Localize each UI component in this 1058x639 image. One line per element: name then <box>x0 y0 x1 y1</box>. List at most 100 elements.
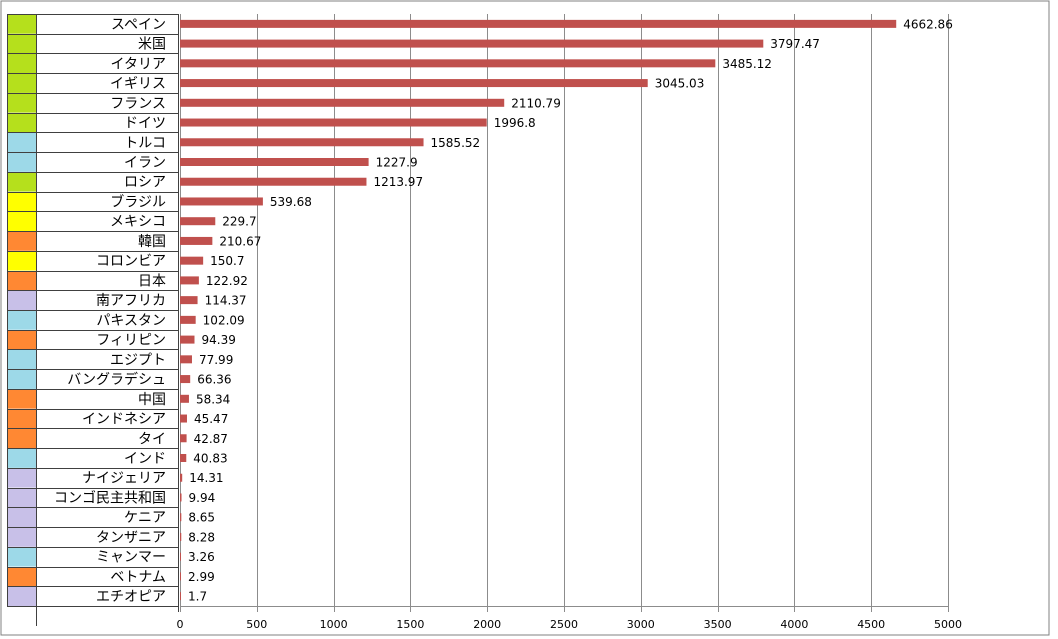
region-swatch <box>8 448 36 468</box>
region-swatch <box>8 547 36 567</box>
region-swatch <box>8 290 36 310</box>
category-label: 南アフリカ <box>96 293 166 309</box>
category-label: メキシコ <box>110 214 166 230</box>
bar <box>180 276 199 285</box>
data-label: 3797.47 <box>770 37 820 51</box>
bar <box>180 572 181 581</box>
data-label: 122.92 <box>206 274 248 288</box>
data-label: 45.47 <box>194 412 228 426</box>
data-label: 229.7 <box>222 215 256 229</box>
x-tick-label: 1000 <box>320 618 348 631</box>
category-label: ドイツ <box>124 116 166 132</box>
data-label: 14.31 <box>189 471 223 485</box>
category-label: トルコ <box>124 135 166 151</box>
data-label: 539.68 <box>270 195 312 209</box>
region-swatch <box>8 409 36 429</box>
x-tick-label: 3000 <box>627 618 655 631</box>
bar <box>180 217 216 226</box>
data-label: 58.34 <box>196 392 230 406</box>
category-label: ブラジル <box>110 193 166 210</box>
data-label: 9.94 <box>189 491 216 505</box>
category-label: フランス <box>110 96 166 112</box>
region-swatch <box>8 113 36 133</box>
bar <box>180 513 182 522</box>
category-label: 韓国 <box>138 234 166 250</box>
bar <box>180 256 204 265</box>
bar <box>180 335 195 344</box>
x-tick-label: 5000 <box>934 618 962 631</box>
category-label: ロシア <box>124 175 166 191</box>
data-label: 1996.8 <box>494 116 536 130</box>
category-label: インドネシア <box>82 412 166 428</box>
bar <box>180 592 181 601</box>
region-swatch <box>8 389 36 409</box>
bar <box>180 79 648 88</box>
data-label: 3045.03 <box>655 77 705 91</box>
bar <box>180 59 716 68</box>
bar <box>180 138 424 147</box>
x-tick-label: 0 <box>177 618 184 631</box>
region-swatch <box>8 507 36 528</box>
category-label: ケニア <box>124 510 166 526</box>
category-label: パキスタン <box>96 313 166 329</box>
data-label: 3485.12 <box>722 57 772 71</box>
region-swatch <box>8 527 36 547</box>
region-swatch <box>8 349 36 370</box>
category-label: イタリア <box>111 56 166 72</box>
data-label: 77.99 <box>199 353 233 367</box>
data-label: 42.87 <box>194 432 228 446</box>
x-tick-label: 2500 <box>550 618 578 631</box>
gridlines <box>180 14 949 612</box>
region-swatch <box>8 53 36 74</box>
bar <box>180 19 897 28</box>
bar <box>180 197 263 206</box>
region-swatch <box>8 271 36 291</box>
bar <box>180 394 189 403</box>
x-tick-label: 4500 <box>857 618 885 631</box>
x-tick-label: 1500 <box>396 618 424 631</box>
data-label: 102.09 <box>203 313 245 327</box>
category-label: ミャンマー <box>96 550 166 566</box>
bar <box>180 473 183 482</box>
data-label: 2110.79 <box>511 96 561 110</box>
bar <box>180 177 367 186</box>
data-label: 1.7 <box>188 590 207 604</box>
x-tick-label: 2000 <box>473 618 501 631</box>
region-swatch <box>8 34 36 54</box>
region-swatch <box>8 567 36 587</box>
bar <box>180 375 191 384</box>
region-swatch <box>8 93 36 113</box>
region-swatch <box>8 468 36 488</box>
data-label: 66.36 <box>197 373 231 387</box>
category-label: コロンビア <box>96 254 166 270</box>
data-label: 3.26 <box>188 550 215 564</box>
bar <box>180 434 187 443</box>
bar <box>180 158 369 166</box>
category-label: スペイン <box>111 17 166 33</box>
category-label: インド <box>124 451 166 467</box>
data-label: 210.67 <box>219 234 261 248</box>
data-label: 40.83 <box>193 452 227 466</box>
category-label: エジプト <box>110 352 166 368</box>
category-label: イラン <box>124 155 166 171</box>
category-label: ベトナム <box>110 569 166 585</box>
data-label: 8.28 <box>188 530 215 544</box>
data-label: 114.37 <box>205 294 247 308</box>
region-swatch <box>8 132 36 153</box>
data-label: 8.65 <box>188 511 215 525</box>
data-label: 1213.97 <box>373 175 423 189</box>
bar <box>180 98 505 107</box>
region-swatch <box>8 231 36 251</box>
region-swatch <box>8 251 36 271</box>
region-swatch <box>8 488 36 508</box>
region-swatch <box>8 428 36 449</box>
x-tick-label: 4000 <box>780 618 808 631</box>
category-label: 米国 <box>138 37 166 53</box>
bar <box>180 532 182 541</box>
category-label: タイ <box>138 431 166 447</box>
bar <box>180 454 187 462</box>
region-swatch <box>8 172 36 192</box>
bar <box>180 236 213 245</box>
